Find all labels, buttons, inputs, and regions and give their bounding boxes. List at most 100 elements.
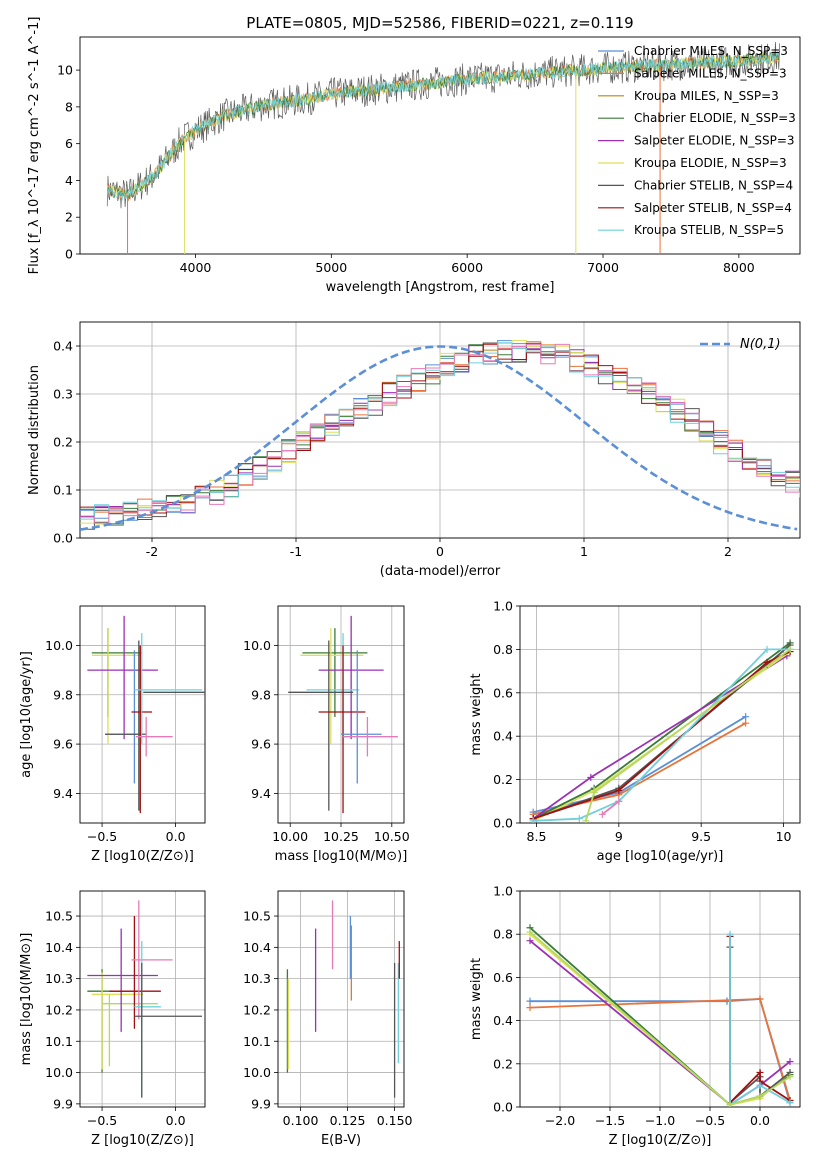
x-axis-label: age [log10(age/yr)]: [597, 849, 724, 864]
axes-mass_vs_Z: −0.5 0.0 9.9 10.0 10.1 10.2 10.3 10.4 10.5 Z [log…: [19, 890, 206, 1148]
axes-residuals: -2 -1 0 1 2 0.0 0.1 0.2 0.3 0.4 (data-model)/error…: [27, 321, 801, 579]
x-tick-label: 10.50: [374, 829, 410, 844]
y-tick-label: 9.8: [53, 687, 73, 702]
mass-weight-line: [532, 642, 791, 820]
x-tick-label: 2: [724, 544, 732, 559]
weight_vs_age-lines: [529, 639, 794, 823]
figure-title: PLATE=0805, MJD=52586, FIBERID=0221, z=0…: [246, 14, 633, 32]
axes-frame: [79, 36, 801, 255]
y-tick-label: 10.5: [243, 909, 271, 924]
y-tick-label: 0.8: [493, 927, 513, 942]
legend-entry: Salpeter ELODIE, N_SSP=3: [634, 134, 795, 148]
x-tick-label: −0.5: [87, 1113, 117, 1128]
y-tick-label: 6: [65, 136, 73, 151]
mass-weight-marker: [526, 928, 534, 936]
x-tick-label: 0.100: [283, 1113, 319, 1128]
x-tick-label: 8000: [723, 260, 755, 275]
mass-weight-line: [533, 722, 747, 816]
x-tick-label: -1: [290, 544, 302, 559]
residual-histogram: [80, 343, 800, 516]
y-tick-label: 8: [65, 99, 73, 114]
y-axis-label: mass weight: [469, 673, 484, 755]
mass-weight-line: [729, 934, 791, 1107]
y-axis-label: Flux [f_λ 10^-17 erg cm^-2 s^-1 A^-1]: [27, 17, 42, 275]
mass-weight-marker: [786, 1099, 794, 1107]
mass-weight-marker: [575, 815, 583, 823]
y-tick-label: 0.2: [493, 1056, 513, 1071]
y-tick-label: 10.1: [243, 1034, 271, 1049]
y-tick-label: 10.0: [45, 1065, 73, 1080]
y-tick-label: 10.4: [243, 940, 271, 955]
x-tick-label: −2.0: [545, 1113, 575, 1128]
mass-weight-marker: [526, 997, 534, 1005]
y-tick-label: 1.0: [493, 884, 513, 899]
y-tick-label: 0.2: [493, 772, 513, 787]
mass-weight-marker: [615, 797, 623, 805]
axes-age_vs_Z: −0.5 0.0 9.4 9.6 9.8 10.0 Z [log10(Z/Z⊙)] age […: [19, 605, 206, 864]
y-tick-label: 9.6: [251, 737, 271, 752]
x-tick-label: 4000: [180, 260, 212, 275]
x-tick-label: 0: [436, 544, 444, 559]
axes-frame: [519, 890, 801, 1108]
x-tick-label: 7000: [587, 260, 619, 275]
y-tick-label: 0.6: [493, 685, 513, 700]
axes-mass_vs_EBV: 0.100 0.125 0.150 9.9 10.0 10.1 10.2 10.3 10.4 10…: [243, 890, 413, 1148]
x-tick-label: 5000: [315, 260, 347, 275]
legend-entry: Chabrier MILES, N_SSP=3: [634, 44, 788, 58]
x-tick-label: 10.00: [272, 829, 308, 844]
y-tick-label: 0.1: [53, 483, 73, 498]
y-tick-label: 9.8: [251, 687, 271, 702]
x-tick-label: −0.5: [87, 829, 117, 844]
mass-weight-marker: [742, 719, 750, 727]
mass-weight-marker: [526, 937, 534, 945]
mass-weight-marker: [756, 1081, 764, 1089]
y-tick-label: 0.8: [493, 642, 513, 657]
x-tick-label: −1.0: [645, 1113, 675, 1128]
y-tick-label: 2: [65, 210, 73, 225]
y-tick-label: 10.3: [45, 971, 73, 986]
mass-weight-marker: [582, 817, 590, 823]
x-tick-label: 0.0: [166, 1113, 186, 1128]
x-tick-label: −0.5: [695, 1113, 725, 1128]
y-axis-label: mass [log10(M/M⊙)]: [19, 933, 34, 1066]
age_vs_Z-points: [87, 615, 205, 814]
x-tick-label: 8.5: [527, 829, 547, 844]
x-tick-label: -2: [146, 544, 158, 559]
y-tick-label: 10.5: [45, 909, 73, 924]
mass-weight-marker: [726, 930, 734, 938]
y-tick-label: 0.3: [53, 387, 73, 402]
legend-entry: N(0,1): [740, 337, 781, 352]
mass-weight-line: [601, 800, 620, 816]
mass-weight-line: [529, 931, 791, 1106]
mass_vs_Z-points: [87, 900, 203, 1098]
x-tick-label: 0.0: [750, 1113, 770, 1128]
residual-histogram: [80, 342, 800, 520]
y-tick-label: 10.0: [243, 638, 271, 653]
legend-entry: Chabrier STELIB, N_SSP=4: [634, 178, 793, 192]
y-tick-label: 9.6: [53, 737, 73, 752]
axes-frame: [79, 605, 206, 824]
axes-frame: [79, 321, 801, 539]
y-tick-label: 10: [57, 63, 73, 78]
x-tick-label: 1: [580, 544, 588, 559]
y-tick-label: 0.0: [493, 1100, 513, 1115]
residual-histogram: [80, 343, 800, 524]
y-tick-label: 10.3: [243, 971, 271, 986]
spectrum-lines: [106, 41, 780, 254]
weight_vs_Z-lines: [526, 924, 794, 1107]
x-tick-label: 9: [615, 829, 623, 844]
legend-entry: Kroupa STELIB, N_SSP=5: [634, 223, 784, 237]
axes-age_vs_mass: 10.00 10.25 10.50 9.4 9.6 9.8 10.0 mass [log10(…: [243, 605, 410, 864]
x-tick-label: 9.5: [691, 829, 711, 844]
y-tick-label: 0.2: [53, 435, 73, 450]
mass-weight-marker: [763, 645, 771, 653]
axes-spectrum: 4000 5000 6000 7000 8000 0 2 4 6 8 10 wavelength [A…: [27, 17, 801, 295]
axes-frame: [519, 605, 801, 824]
axes-weight_vs_age: 8.5 9 9.5 10 0.0 0.2 0.4 0.6 0.8 1.0 age [log10(ag…: [469, 599, 801, 864]
y-tick-label: 9.4: [53, 786, 73, 801]
mass-weight-marker: [590, 789, 598, 797]
y-tick-label: 9.9: [251, 1096, 271, 1111]
y-tick-label: 0.4: [493, 1013, 513, 1028]
y-tick-label: 0.6: [493, 970, 513, 985]
